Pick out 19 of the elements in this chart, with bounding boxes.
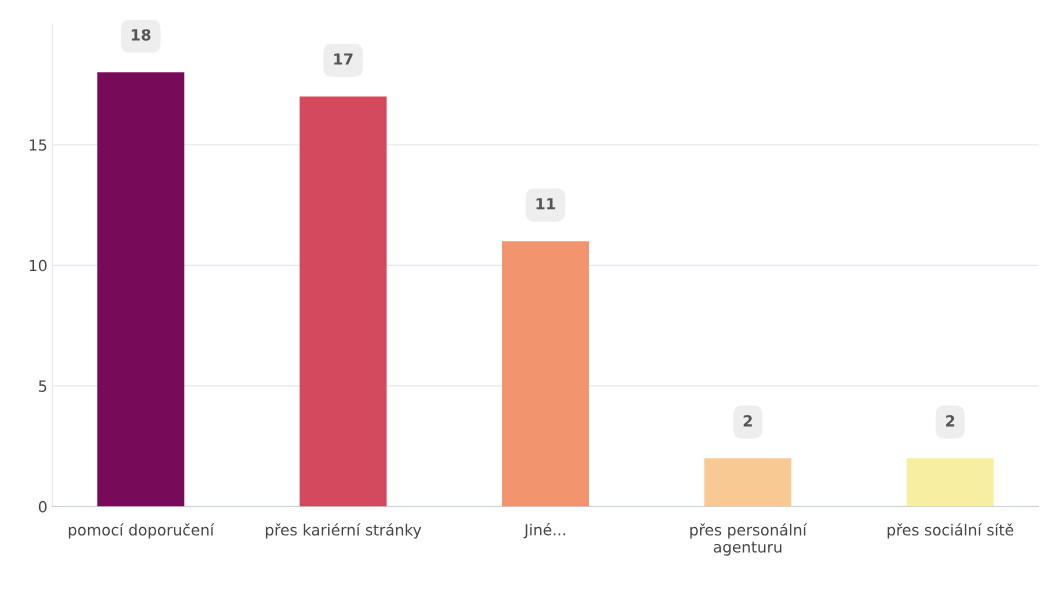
data-label: 2 bbox=[743, 415, 752, 427]
bar bbox=[97, 72, 185, 507]
x-tick-label: Jiné... bbox=[523, 523, 566, 539]
bar bbox=[501, 241, 589, 507]
bar bbox=[906, 458, 994, 507]
data-label: 17 bbox=[334, 53, 353, 65]
x-tick-label: přes sociální sítě bbox=[887, 523, 1014, 539]
x-tick-label: přes kariérní stránky bbox=[265, 523, 422, 539]
data-label: 2 bbox=[946, 415, 955, 427]
x-tick-label: pomocí doporučení bbox=[68, 523, 215, 539]
data-label: 18 bbox=[131, 29, 151, 41]
bar bbox=[299, 96, 387, 507]
x-tick-label: přes personální agenturu bbox=[690, 523, 808, 556]
y-tick-label: 0 bbox=[38, 500, 47, 513]
data-label: 11 bbox=[536, 198, 556, 210]
y-tick-label: 10 bbox=[29, 259, 47, 272]
y-tick-label: 15 bbox=[29, 139, 47, 151]
bar bbox=[704, 458, 792, 507]
y-tick-label: 5 bbox=[39, 380, 47, 392]
